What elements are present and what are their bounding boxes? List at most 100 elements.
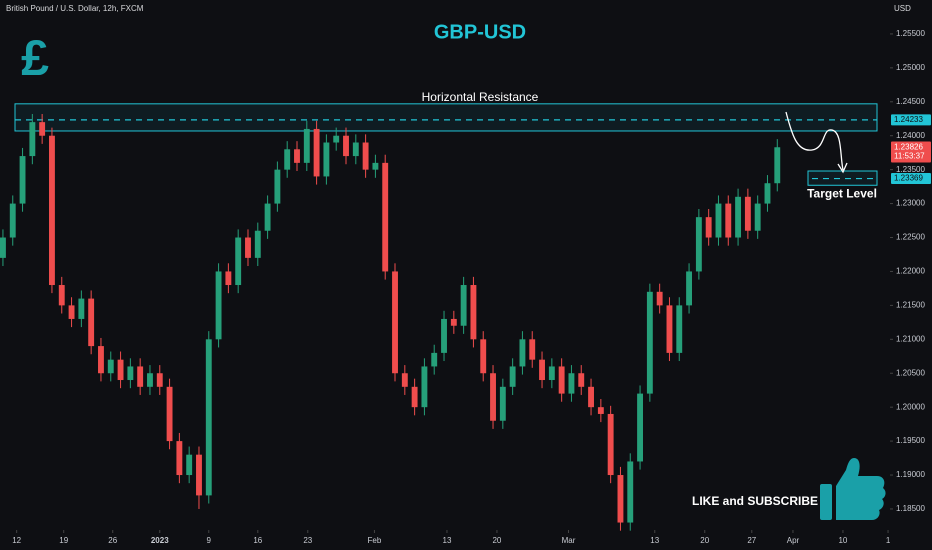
candle-body [490, 373, 496, 421]
candle-body [548, 366, 555, 381]
candle-body [225, 271, 232, 286]
candle-body [588, 386, 594, 408]
x-tick-label: 13 [443, 536, 452, 545]
y-tick-label: 1.25500 [896, 29, 925, 38]
x-tick-label: 23 [303, 536, 312, 545]
candle-body [578, 373, 585, 387]
symbol-header: British Pound / U.S. Dollar, 12h, FXCM [6, 4, 144, 13]
y-tick-label: 1.22000 [896, 267, 925, 276]
candle-body [78, 298, 85, 319]
y-tick-label: 1.20500 [896, 368, 925, 377]
candle-body [19, 156, 26, 204]
target-label: Target Level [807, 186, 877, 200]
candle-body [68, 305, 75, 319]
candle-body [313, 128, 320, 177]
last-price-tag-bg [891, 141, 931, 163]
candle-body [735, 196, 742, 238]
pound-icon: £ [21, 30, 49, 86]
candle-body [607, 413, 614, 476]
candle-body [117, 359, 124, 381]
candle-body [519, 339, 526, 367]
candle-body [411, 386, 418, 408]
y-tick-label: 1.19000 [896, 470, 925, 479]
candle-body [392, 271, 398, 374]
target-price-tag-bg [891, 173, 931, 185]
candle-body [754, 203, 761, 231]
candle-body [303, 128, 310, 163]
y-tick-label: 1.24000 [896, 131, 925, 140]
candle-body [460, 285, 467, 326]
candle-body [441, 318, 447, 353]
candle-body [127, 366, 134, 381]
candle-body [323, 142, 330, 177]
x-tick-label: 13 [650, 536, 659, 545]
x-tick-label: 9 [207, 536, 212, 545]
candle-body [245, 237, 251, 258]
candle-body [499, 386, 506, 421]
y-tick-label: 1.25000 [896, 63, 925, 72]
x-tick-label: 27 [747, 536, 756, 545]
candle-body [156, 373, 163, 387]
countdown: 11:53:37 [894, 152, 925, 161]
y-tick-label: 1.18500 [896, 504, 925, 513]
candle-body [480, 339, 487, 374]
resistance-price-tag-bg [891, 114, 931, 126]
candle-body [705, 217, 712, 238]
candle-body [147, 373, 153, 387]
candle-body [695, 217, 702, 272]
candle-body [235, 237, 242, 286]
thumbs-up-icon [820, 458, 886, 520]
y-tick-label: 1.23500 [896, 165, 925, 174]
candle-body [666, 305, 673, 353]
y-tick-label: 1.19500 [896, 436, 925, 445]
y-tick-label: 1.20000 [896, 402, 925, 411]
candle-body [558, 366, 565, 394]
y-tick-label: 1.23000 [896, 199, 925, 208]
candle-body [176, 441, 183, 476]
candle-body [539, 359, 545, 381]
candle-body [568, 373, 575, 394]
projection-arrowhead [837, 162, 848, 174]
candle-body [715, 203, 722, 238]
target-zone [807, 170, 878, 186]
resistance-price-tag: 1.24233 [894, 115, 923, 124]
y-tick-label: 1.21000 [896, 334, 925, 343]
candle-body [274, 169, 281, 204]
candle-body [774, 147, 781, 184]
candle-body [450, 318, 457, 326]
x-tick-label: 2023 [151, 536, 169, 545]
candle-body [0, 237, 6, 258]
candle-body [725, 203, 732, 238]
y-tick-label: 1.24500 [896, 97, 925, 106]
candle-body [39, 122, 46, 136]
x-tick-label: 19 [59, 536, 68, 545]
candle-body [627, 461, 634, 523]
resistance-label: Horizontal Resistance [422, 90, 539, 104]
x-tick-label: 26 [108, 536, 117, 545]
candle-body [362, 142, 369, 170]
candle-body [254, 230, 261, 258]
currency-label: USD [894, 4, 911, 13]
candle-body [98, 346, 104, 374]
candle-body [764, 183, 771, 204]
candle-body [656, 291, 663, 306]
candle-body [686, 271, 693, 306]
candle-body [372, 162, 379, 170]
candle-body [421, 366, 428, 408]
candle-body [509, 366, 516, 387]
candle-body [264, 203, 271, 231]
candle-body [529, 339, 536, 360]
x-tick-label: 12 [12, 536, 21, 545]
x-tick-label: 1 [886, 536, 891, 545]
candle-body [137, 366, 144, 387]
y-tick-label: 1.22500 [896, 233, 925, 242]
last-price-tag: 1.23826 [894, 143, 923, 152]
candle-body [382, 162, 389, 272]
x-tick-label: 16 [253, 536, 262, 545]
candle-body [166, 386, 173, 442]
target-price-tag: 1.23369 [894, 174, 923, 183]
candle-body [186, 454, 193, 476]
